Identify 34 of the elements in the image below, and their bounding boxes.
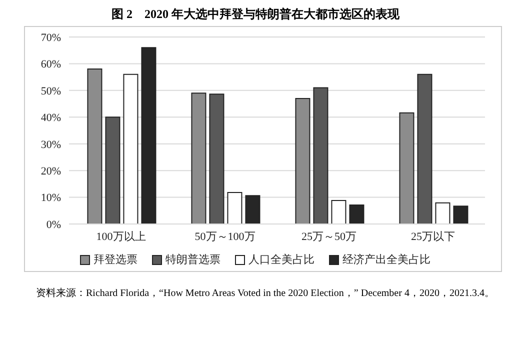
bar [331, 200, 346, 224]
x-tick-label: 50万～100万 [194, 230, 256, 243]
bar [123, 74, 138, 224]
y-tick-label: 0% [46, 218, 61, 231]
y-tick-label: 10% [40, 192, 61, 204]
bar [313, 87, 328, 224]
bar [141, 47, 156, 224]
chart-title: 图 2 2020 年大选中拜登与特朗普在大都市选区的表现 [110, 6, 400, 23]
legend-label: 特朗普选票 [166, 252, 220, 267]
x-tick-label: 25万～50万 [302, 230, 356, 243]
bar [295, 98, 310, 224]
y-tick-label: 50% [40, 85, 61, 98]
x-tick-label: 25万以下 [411, 230, 455, 243]
legend-label: 人口全美占比 [248, 252, 314, 267]
y-tick-label: 20% [40, 165, 61, 178]
legend-label: 拜登选票 [94, 253, 138, 267]
bar [453, 206, 468, 224]
y-tick-label: 60% [40, 58, 61, 71]
bar [87, 68, 102, 224]
bar [209, 94, 224, 224]
bar [349, 204, 364, 224]
x-tick-label: 100万以上 [96, 230, 146, 243]
y-tick-label: 30% [40, 138, 61, 151]
bar [435, 202, 450, 224]
bar [399, 112, 414, 224]
bar [245, 195, 260, 224]
bar [105, 116, 120, 224]
bar [227, 192, 242, 224]
text: 资料来源：Richard Florida，“How Metro Areas Voted in the 2020 Election，” December 4，2020，2021.3.4。 [35, 286, 496, 301]
legend-label: 经济产出全美占比 [342, 252, 430, 267]
bar [417, 74, 432, 224]
bar [191, 92, 206, 224]
y-tick-label: 70% [40, 32, 61, 44]
y-tick-label: 40% [40, 112, 61, 124]
